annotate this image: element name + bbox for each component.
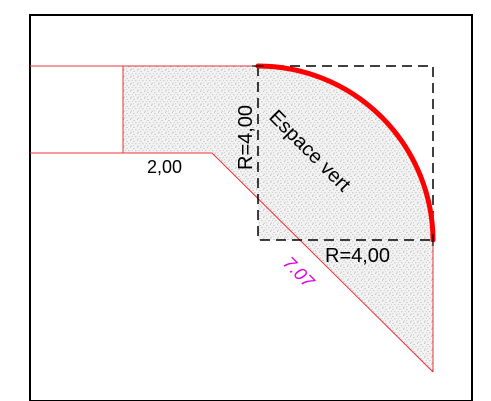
radius-label-horizontal: R=4,00: [325, 245, 390, 267]
green-space-quarter-circle: [258, 66, 433, 240]
radius-label-vertical: R=4,00: [235, 105, 257, 170]
property-line-lower: [30, 152, 434, 373]
dimension-width-label: 2,00: [147, 157, 182, 177]
construction-dashed-square: [257, 65, 434, 241]
green-strip-left: [123, 66, 258, 153]
radius-arc: [255, 63, 436, 243]
